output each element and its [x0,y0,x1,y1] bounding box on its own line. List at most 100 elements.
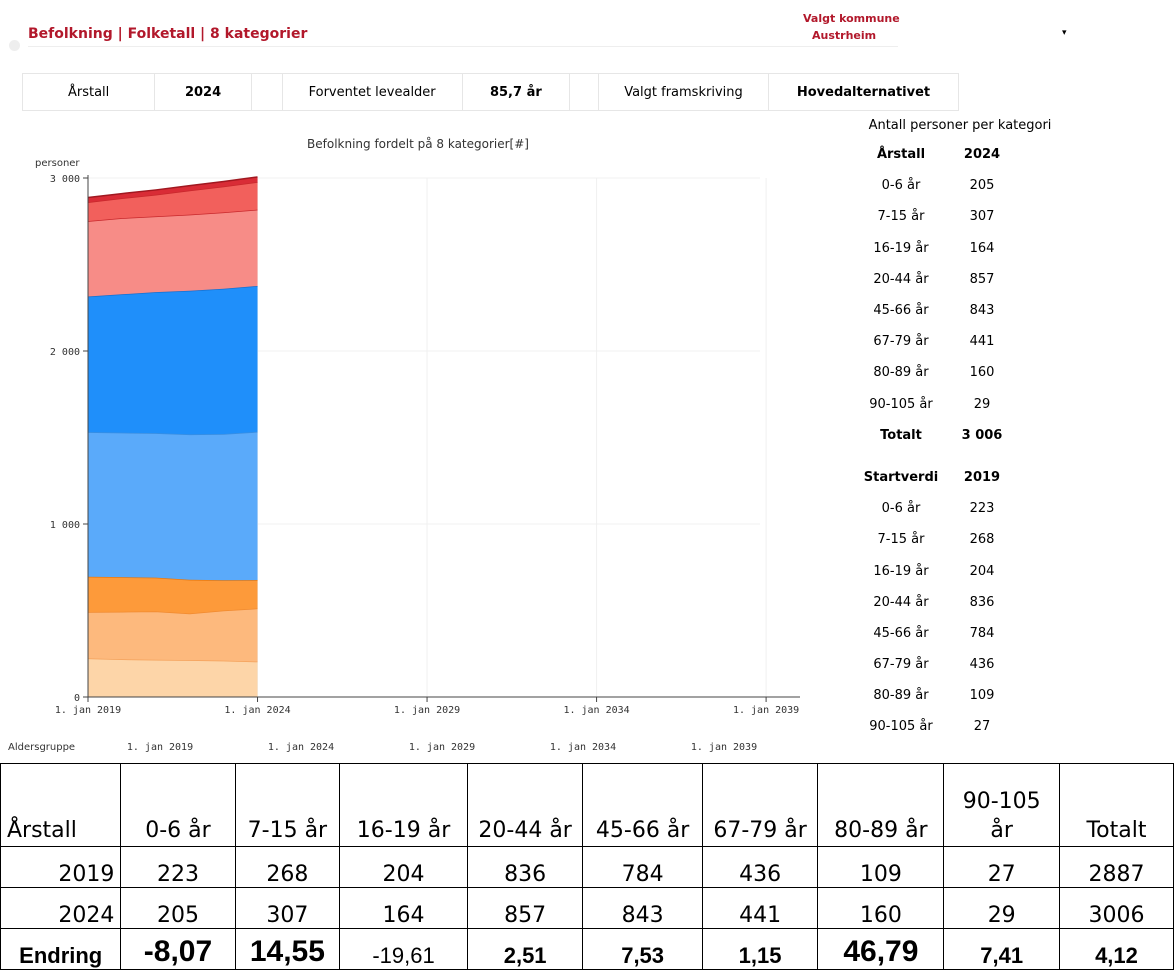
side-row: 90-105 år 29 [850,389,1070,420]
info-value: Hovedalternativet [796,84,931,100]
cell: 268 [234,846,341,888]
cell: 2024 [0,887,122,929]
side-cell: 836 [969,594,995,610]
side-cell: 20-44 år [873,271,929,287]
toggle[interactable] [9,40,20,51]
cell: 1,15 [701,928,819,970]
side-cell: 441 [969,334,995,350]
side-cell: Totalt [880,427,922,443]
table-row: Endring -8,07 14,55 -19,61 2,51 7,53 1,15 46,79… [0,928,1174,970]
spacer [252,74,283,110]
page-title: Befolkning | Folketall | 8 kategorier [28,26,308,42]
side-cell: 80-89 år [873,365,929,381]
side-row: Startverdi 2019 [850,462,1070,493]
side-cell: 0-6 år [881,178,921,194]
data-table: Årstall 0-6 år 7-15 år 16-19 år 20-44 år 45-6… [0,763,1174,970]
side-cell: 29 [973,396,991,412]
side-cell: 80-89 år [873,688,929,704]
side-cell: 90-105 år [869,396,933,412]
header-cell: 0-6 år [120,763,236,847]
cell: 164 [339,887,468,929]
side-cell: 7-15 år [877,532,925,548]
area [88,176,258,203]
info-value: 85,7 år [463,74,571,110]
cell: 27 [943,846,1060,888]
cell: 857 [466,887,584,929]
area-line [87,181,258,203]
side-row: 20-44 år 836 [850,587,1070,618]
slider-tick-label: 1. jan 2039 [691,742,757,753]
x-tick-label: 1. jan 2039 [733,705,799,716]
cell: 2,51 [466,928,584,970]
side-row: 7-15 år 268 [850,524,1070,555]
cell: 3006 [1058,887,1174,929]
y-tick-label: 0 [74,693,80,704]
side-cell: 67-79 år [873,657,929,673]
x-tick-label: 1. jan 2019 [55,705,121,716]
cell: 29 [943,887,1060,929]
header-cell: 80-89 år [817,763,945,847]
side-cell: 90-105 år [869,719,933,735]
header-cell: 16-19 år [339,763,468,847]
table-row: 2024 205 307 164 857 843 441 160 29 3006 [0,887,1174,929]
side-row: 80-89 år 160 [850,357,1070,388]
side-cell: 45-66 år [873,303,929,319]
side-cell: 843 [969,303,995,319]
cell: 46,79 [817,928,945,970]
side-cell: 268 [969,532,995,548]
header-cell: Totalt [1058,763,1174,847]
cell: 836 [466,846,584,888]
side-cell: 16-19 år [873,563,929,579]
cell: 4,12 [1058,928,1174,970]
side-cell: 67-79 år [873,334,929,350]
municipality[interactable]: Austrheim [812,29,877,42]
slider-tick-label: 1. jan 2034 [550,742,616,753]
cell: 223 [120,846,236,888]
spacer [850,451,1070,462]
x-tick-label: 1. jan 2024 [224,705,290,716]
dropdown-arrow[interactable]: ▾ [1062,28,1067,38]
side-cell: 2019 [963,469,1001,485]
side-cell: 20-44 år [873,594,929,610]
side-row: 80-89 år 109 [850,680,1070,711]
divider [28,46,898,47]
side-row: 67-79 år 441 [850,326,1070,357]
spacer [570,74,599,110]
header-cell: 90-105 år [943,763,1060,847]
side-cell: 164 [969,240,995,256]
area [88,181,258,222]
side-row: Årstall 2024 [850,139,1070,170]
cell: 2887 [1058,846,1174,888]
side-row: 16-19 år 204 [850,555,1070,586]
header-cell: 67-79 år [701,763,819,847]
x-tick-label: 1. jan 2034 [563,705,629,716]
side-row: 0-6 år 205 [850,170,1070,201]
cell: 843 [582,887,703,929]
side-cell: 45-66 år [873,625,929,641]
area-line [87,176,258,199]
side-cell: 204 [969,563,995,579]
y-tick-label: 3 000 [50,174,80,185]
info-label: Valgt framskriving [599,74,770,110]
slider-tick-label: 1. jan 2024 [268,742,334,753]
cell: -19,61 [339,928,468,970]
side-cell: Årstall [876,147,926,163]
cell: Endring [0,928,122,970]
area [88,576,258,614]
cell: 160 [817,887,945,929]
municipality-label: Valgt kommune [803,12,900,25]
chart: Befolkning fordelt på 8 kategorier[#] pe… [8,137,800,753]
slider-tick-label: 1. jan 2019 [127,742,193,753]
cell: 7,53 [582,928,703,970]
chart-title: Befolkning fordelt på 8 kategorier[#] [307,137,529,151]
cell: 2019 [0,846,122,888]
y-tick-label: 1 000 [50,520,80,531]
header-cell: 7-15 år [234,763,341,847]
side-row: Totalt 3 006 [850,420,1070,451]
area [88,209,258,297]
cell: 205 [120,887,236,929]
info-value: 2024 [155,74,252,110]
cell: -8,07 [120,928,236,970]
cell: 436 [701,846,819,888]
